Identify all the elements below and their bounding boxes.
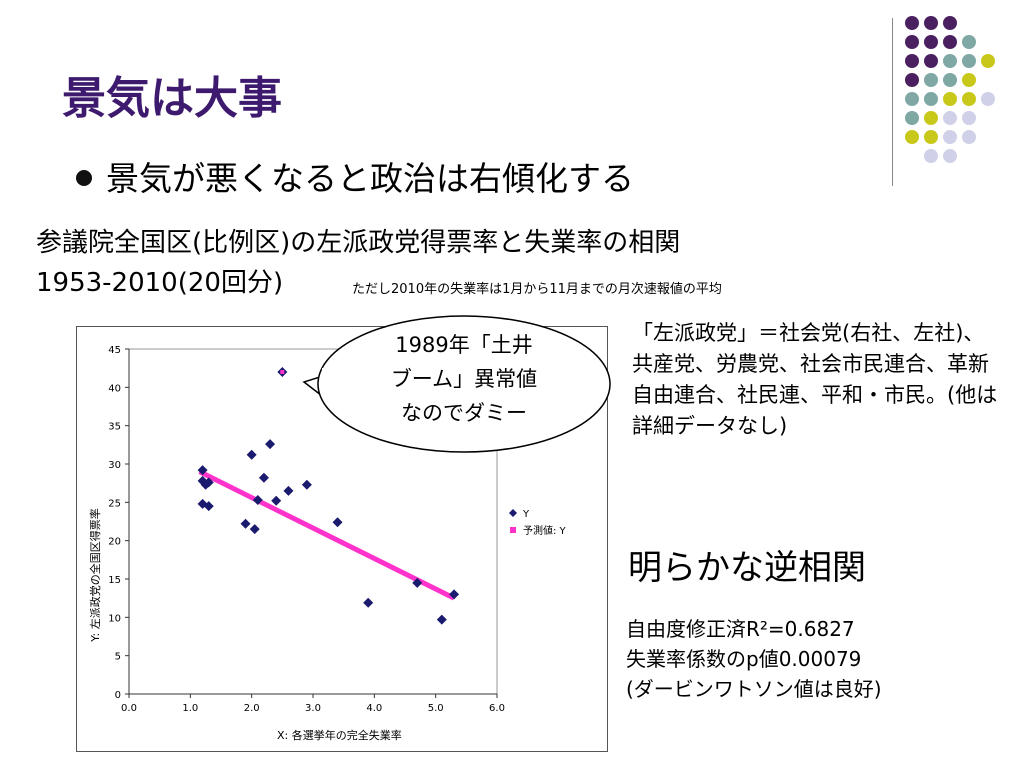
y-tick-label: 0 <box>115 690 121 701</box>
x-tick-label: 0.0 <box>121 703 137 714</box>
decor-dot <box>924 130 938 144</box>
decor-dot <box>962 111 976 125</box>
decor-dot <box>943 16 957 30</box>
outlier-predicted-point <box>280 370 285 374</box>
decor-dot <box>905 16 919 30</box>
data-point <box>203 477 214 488</box>
legend-label-y: Y <box>522 509 530 520</box>
decor-dot <box>924 16 938 30</box>
decor-dot <box>905 35 919 49</box>
data-point <box>271 495 282 506</box>
data-point <box>363 597 374 608</box>
x-axis-label: X: 各選挙年の完全失業率 <box>277 728 402 742</box>
y-tick-label: 40 <box>108 383 121 394</box>
legend-marker-y <box>509 509 517 517</box>
decor-dot <box>962 54 976 68</box>
decor-dot <box>943 73 957 87</box>
decor-dot <box>924 54 938 68</box>
chart-period: 1953-2010(20回分) <box>36 268 284 298</box>
data-point <box>252 495 263 506</box>
decor-dot <box>924 111 938 125</box>
decor-dot <box>962 130 976 144</box>
data-point <box>265 439 276 450</box>
decor-dot <box>943 111 957 125</box>
decor-dot <box>905 130 919 144</box>
y-tick-label: 20 <box>108 537 121 548</box>
conclusion-heading: 明らかな逆相関 <box>628 548 866 588</box>
callout-line-3: なのでダミー <box>401 401 527 425</box>
legend-marker-pred <box>510 527 516 533</box>
regression-line <box>198 469 456 601</box>
decorative-dot-grid <box>905 16 1024 166</box>
decor-dot <box>905 92 919 106</box>
y-tick-label: 35 <box>108 422 121 433</box>
decor-dot <box>962 73 976 87</box>
callout-line-2: ブーム」異常値 <box>391 367 537 391</box>
decor-dot <box>905 73 919 87</box>
bullet-text: 景気が悪くなると政治は右傾化する <box>106 159 634 198</box>
callout-bubble <box>317 315 611 453</box>
data-point <box>197 465 208 476</box>
x-tick-label: 5.0 <box>428 703 444 714</box>
chart-subtitle: 参議院全国区(比例区)の左派政党得票率と失業率の相関 <box>36 228 681 258</box>
legend-label-pred: 予測値: Y <box>523 524 567 537</box>
decor-dot <box>924 92 938 106</box>
y-tick-label: 5 <box>115 652 121 663</box>
x-tick-label: 4.0 <box>366 703 382 714</box>
decor-dot <box>981 54 995 68</box>
decor-dot <box>943 92 957 106</box>
data-point <box>203 501 214 512</box>
bullet-dot-icon <box>76 170 92 186</box>
footnote: ただし2010年の失業率は1月から11月までの月次速報値の平均 <box>352 282 722 297</box>
x-tick-label: 3.0 <box>305 703 321 714</box>
y-tick-label: 10 <box>108 613 121 624</box>
data-point <box>436 614 447 625</box>
decor-dot <box>905 54 919 68</box>
data-point <box>283 485 294 496</box>
data-point <box>258 472 269 483</box>
y-tick-label: 30 <box>108 460 121 471</box>
stats-dw: (ダービンワトソン値は良好) <box>626 677 882 701</box>
data-point <box>197 475 208 486</box>
divider-line <box>892 18 893 186</box>
decor-dot <box>905 111 919 125</box>
data-point <box>246 449 257 460</box>
decor-dot <box>924 35 938 49</box>
decor-dot <box>962 35 976 49</box>
y-tick-label: 45 <box>108 345 121 356</box>
regression-stats: 自由度修正済R²=0.6827 失業率係数のp値0.00079 (ダービンワトソ… <box>626 614 882 704</box>
data-point <box>449 589 460 600</box>
decor-dot <box>924 73 938 87</box>
decor-dot <box>943 35 957 49</box>
data-point <box>249 524 260 535</box>
x-tick-label: 2.0 <box>244 703 260 714</box>
x-tick-label: 1.0 <box>182 703 198 714</box>
stats-pvalue: 失業率係数のp値0.00079 <box>626 647 862 671</box>
decor-dot <box>924 149 938 163</box>
data-point <box>240 518 251 529</box>
data-point <box>301 479 312 490</box>
left-party-definition: 「左派政党」＝社会党(右社、左社)、共産党、労農党、社会市民連合、革新自由連合、… <box>632 321 998 438</box>
slide-title: 景気は大事 <box>62 73 282 124</box>
y-tick-label: 15 <box>108 575 121 586</box>
x-tick-label: 6.0 <box>489 703 505 714</box>
data-point <box>332 517 343 528</box>
y-tick-label: 25 <box>108 498 121 509</box>
y-axis-label: Y: 左派政党の全国区得票率 <box>88 508 102 642</box>
callout-line-1: 1989年「土井 <box>395 333 532 357</box>
decor-dot <box>943 54 957 68</box>
decor-dot <box>943 130 957 144</box>
legend: Y 予測値: Y <box>509 509 567 537</box>
decor-dot <box>943 149 957 163</box>
data-point <box>197 498 208 509</box>
decor-dot <box>962 92 976 106</box>
decor-dot <box>981 92 995 106</box>
stats-r2: 自由度修正済R²=0.6827 <box>626 617 855 641</box>
